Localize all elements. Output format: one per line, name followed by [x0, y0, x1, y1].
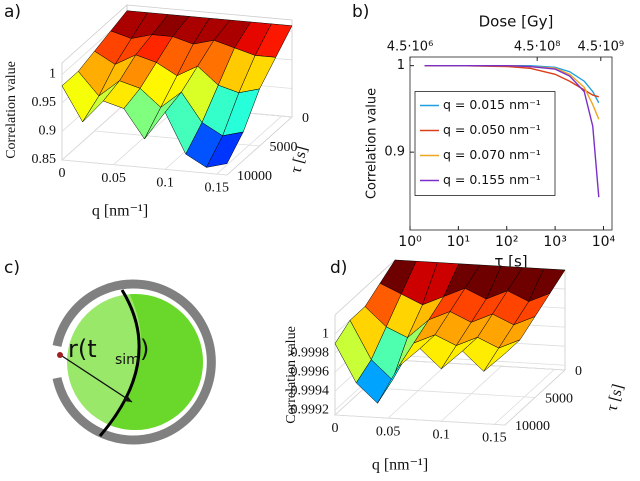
z-axis-label: Correlation value — [4, 61, 19, 159]
z-tick-label: 0.85 — [32, 152, 57, 167]
x-tick-label: 10³ — [543, 234, 566, 250]
panel-label: c) — [4, 258, 20, 278]
y-tick-label: 10000 — [515, 419, 550, 434]
z-tick-label: 1 — [49, 67, 56, 82]
x-axis-label: q [nm⁻¹] — [92, 203, 148, 220]
origin-dot — [57, 352, 63, 358]
legend-label: q = 0.155 nm⁻¹ — [443, 172, 541, 187]
legend-label: q = 0.050 nm⁻¹ — [443, 122, 541, 137]
x2-tick-label: 4.5·10⁸ — [514, 40, 561, 55]
radius-label-end: ) — [140, 335, 149, 363]
line-plot: 10⁰ 10¹ 10² 10³ 10⁴ 4.5·10⁶ 4.5·10⁸ 4.5·10⁹ 0.9 1… — [365, 13, 625, 271]
y-axis-label: Correlation value — [365, 88, 380, 199]
y-tick-label: 0 — [575, 364, 582, 379]
x-tick-label: 0.15 — [204, 180, 229, 195]
y-tick-label: 0.9 — [384, 145, 405, 160]
y-tick-label: 1 — [397, 58, 405, 73]
legend-label: q = 0.015 nm⁻¹ — [443, 97, 541, 112]
y-axis-label: τ [s] — [603, 382, 626, 413]
grid-line — [364, 387, 536, 398]
plot-frame — [409, 56, 613, 231]
surface-cell — [483, 339, 521, 372]
radius-label: r(t — [68, 335, 97, 363]
x-tick-label: 0.1 — [433, 427, 451, 442]
x-axis-label: q [nm⁻¹] — [372, 457, 428, 474]
front-arc — [98, 289, 141, 437]
z-tick-label: 0.95 — [32, 95, 57, 110]
z-tick-label: 0.9992 — [291, 402, 330, 417]
z-tick-label: 1 — [322, 326, 329, 341]
arrow-head — [123, 395, 132, 402]
shell — [52, 279, 216, 445]
diagram: r(t sim ) — [52, 279, 216, 445]
x-tick-label: 0.1 — [156, 176, 174, 191]
x-tick-label: 0.15 — [482, 431, 507, 446]
legend-box — [414, 91, 556, 196]
x2-tick-label: 4.5·10⁹ — [578, 40, 625, 55]
y-axis-label: τ [s] — [287, 144, 310, 175]
y-tick-label: 10000 — [237, 169, 272, 184]
x2-axis-label: Dose [Gy] — [479, 13, 554, 31]
x-tick-label: 0.05 — [376, 424, 401, 439]
grid-line — [61, 159, 228, 176]
legend-label: q = 0.070 nm⁻¹ — [443, 147, 541, 162]
panel-label: a) — [4, 2, 21, 22]
z-tick-label: 0.9996 — [291, 364, 330, 379]
surface-plot: 0.85 0.9 0.95 1 0 0.05 0.1 0.15 0 5000 10000 Correl… — [4, 4, 311, 220]
x-tick-label: 0.05 — [101, 171, 126, 186]
x-tick-label: 10² — [495, 234, 518, 250]
radius-label-sub: sim — [115, 352, 140, 368]
y-tick-label: 5000 — [545, 392, 573, 407]
surface-cell — [205, 131, 244, 168]
radius-arrow — [61, 355, 133, 403]
x-tick-label: 10¹ — [447, 234, 470, 250]
panel-label: b) — [352, 2, 369, 22]
x-tick-label: 10⁴ — [592, 234, 616, 250]
x-tick-label: 0 — [332, 421, 339, 436]
y-tick-label: 0 — [302, 111, 309, 126]
z-tick-label: 0.9994 — [291, 383, 330, 398]
series-line — [424, 64, 600, 198]
x2-tick-label: 4.5·10⁶ — [387, 40, 434, 55]
grid-line — [334, 414, 506, 426]
x-tick-label: 10⁰ — [398, 234, 422, 250]
z-axis-label: Correlation value — [284, 326, 299, 424]
panel-label: d) — [330, 258, 347, 278]
y-tick-label: 5000 — [270, 140, 298, 155]
z-tick-label: 0.9998 — [291, 345, 330, 360]
x-tick-label: 0 — [59, 166, 66, 181]
z-tick-label: 0.9 — [39, 124, 57, 139]
